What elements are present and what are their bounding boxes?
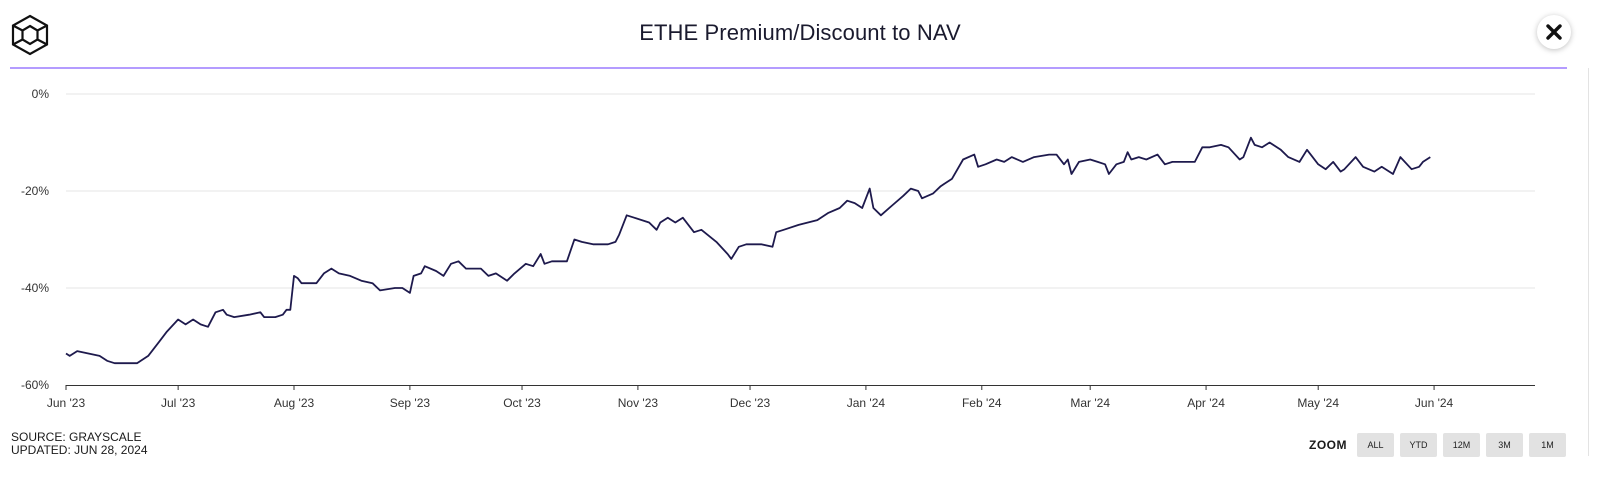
- zoom-ytd-button[interactable]: YTD: [1400, 433, 1437, 457]
- y-axis: 0% -20% -40% -60%: [21, 87, 49, 392]
- zoom-1m-button[interactable]: 1M: [1529, 433, 1566, 457]
- x-tick-label: Jan '24: [847, 396, 886, 410]
- x-tick-label: Apr '24: [1187, 396, 1225, 410]
- chart-footer: SOURCE: GRAYSCALE UPDATED: JUN 28, 2024: [11, 431, 148, 457]
- updated-text: UPDATED: JUN 28, 2024: [11, 443, 148, 457]
- grid-layer: [66, 93, 1535, 289]
- header-divider: [10, 67, 1567, 69]
- chart-title: ETHE Premium/Discount to NAV: [639, 20, 961, 45]
- close-button[interactable]: [1537, 15, 1571, 49]
- x-tick-label: Jul '23: [161, 396, 196, 410]
- y-tick-label: -20%: [21, 184, 49, 198]
- zoom-controls: ZOOM ALL YTD 12M 3M 1M: [1309, 433, 1566, 457]
- x-tick-label: Dec '23: [730, 396, 771, 410]
- zoom-label: ZOOM: [1309, 438, 1347, 452]
- source-text: SOURCE: GRAYSCALE: [11, 430, 142, 444]
- x-tick-label: May '24: [1297, 396, 1339, 410]
- zoom-all-button[interactable]: ALL: [1357, 433, 1394, 457]
- side-divider: [1588, 68, 1589, 456]
- x-tick-label: Mar '24: [1070, 396, 1110, 410]
- x-tick-label: Jun '23: [47, 396, 86, 410]
- y-tick-label: -40%: [21, 281, 49, 295]
- x-tick-label: Jun '24: [1415, 396, 1454, 410]
- close-icon: [1546, 24, 1562, 40]
- y-tick-label: 0%: [32, 87, 50, 101]
- series-line: [65, 136, 1431, 365]
- zoom-12m-button[interactable]: 12M: [1443, 433, 1480, 457]
- cube-logo-icon: [10, 14, 50, 56]
- x-tick-label: Feb '24: [962, 396, 1002, 410]
- x-tick-label: Oct '23: [503, 396, 541, 410]
- zoom-3m-button[interactable]: 3M: [1486, 433, 1523, 457]
- x-tick-label: Nov '23: [618, 396, 659, 410]
- x-tick-label: Aug '23: [274, 396, 315, 410]
- x-axis: Jun '23 Jul '23 Aug '23 Sep '23 Oct '23 Nov '…: [47, 385, 1454, 410]
- series-layer: [65, 136, 1431, 365]
- x-tick-label: Sep '23: [390, 396, 431, 410]
- y-tick-label: -60%: [21, 378, 49, 392]
- line-chart: 0% -20% -40% -60% Jun '23 Jul '23 Aug '23 Sep …: [21, 87, 1535, 410]
